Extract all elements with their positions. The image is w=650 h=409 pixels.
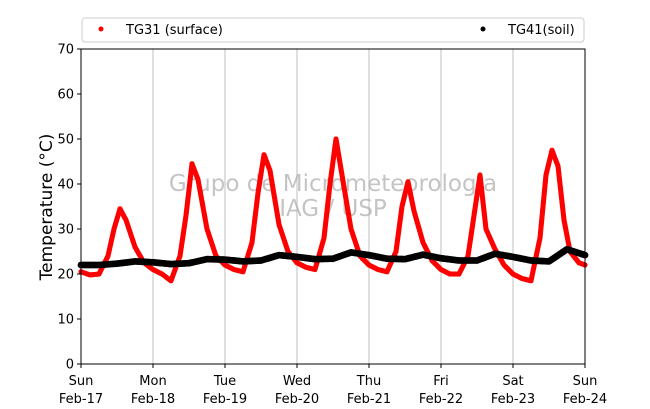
x-tick-label-day: Thu [356,374,381,389]
y-tick-label: 20 [57,268,74,283]
y-tick-label: 60 [57,88,74,103]
x-tick-label-day: Tue [213,374,236,389]
y-tick-label: 30 [57,223,74,238]
x-tick-label-date: Feb-20 [275,392,319,407]
legend-label-tg31: TG31 (surface) [125,23,223,38]
series-layer [77,136,589,284]
x-tick-label-date: Feb-23 [491,392,535,407]
legend-marker-tg31 [98,26,104,32]
x-tick-label-date: Feb-22 [419,392,463,407]
x-tick-label-day: Sat [502,374,523,389]
x-tick-label-day: Mon [139,374,166,389]
y-tick-label: 0 [66,358,74,373]
x-tick-label-date: Feb-19 [203,392,247,407]
x-tick-label-day: Sun [69,374,94,389]
legend-marker-tg41 [480,26,486,32]
legend-label-tg41: TG41(soil) [507,23,575,38]
legend: TG31 (surface) TG41(soil) [81,17,585,43]
x-tick-label-date: Feb-24 [563,392,607,407]
x-tick-label-day: Fri [433,374,449,389]
x-tick-label-date: Feb-17 [59,392,103,407]
y-axis-label: Temperature (°C) [37,134,57,282]
legend-box [81,17,585,43]
plot-frame [80,48,586,365]
y-tick-label: 50 [57,133,74,148]
series-tg31-surface [78,136,588,284]
x-tick-label-date: Feb-18 [131,392,175,407]
x-tick-label-day: Sun [573,374,598,389]
y-tick-label: 10 [57,313,74,328]
series-tg41-soil [77,245,589,269]
y-tick-label: 40 [57,178,74,193]
x-tick-label-date: Feb-21 [347,392,391,407]
y-axis: 0 10 20 30 40 50 60 70 [57,43,81,373]
x-axis: Sun Feb-17 Mon Feb-18 Tue Feb-19 Wed Feb-20 Thu F… [59,364,607,407]
grid-lines [152,49,514,364]
watermark-line-2: IAG / USP [279,196,387,222]
y-tick-label: 70 [57,43,74,58]
x-tick-label-day: Wed [283,374,311,389]
